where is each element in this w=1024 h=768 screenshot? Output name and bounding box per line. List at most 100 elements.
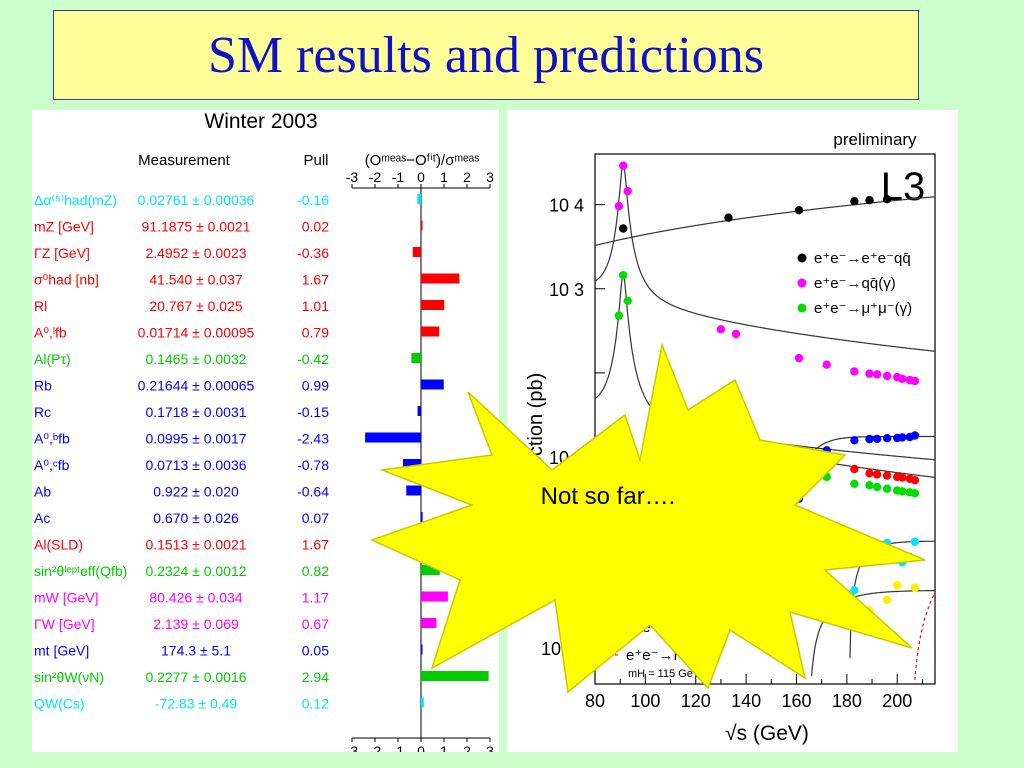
tick-label-top: -1: [392, 169, 405, 185]
data-point: [619, 271, 628, 280]
data-point: [865, 434, 874, 444]
column-header-measurement: Measurement: [138, 152, 231, 169]
data-point: [882, 371, 892, 381]
row-name: mW [GeV]: [34, 590, 99, 606]
row-measurement: 0.670 ± 0.026: [153, 510, 239, 526]
data-point: [910, 489, 920, 498]
pull-rows: Δα⁽⁵⁾had(mZ) 0.02761 ± 0.00036 -0.16 mZ [Ge…: [34, 192, 489, 712]
data-point: [910, 376, 920, 386]
data-point: [623, 296, 632, 305]
data-point: [822, 360, 831, 369]
row-pull-value: 0.79: [302, 325, 329, 341]
pull-bar: [421, 512, 423, 522]
legend-label: e⁺e⁻→qq̄(γ): [814, 275, 896, 292]
data-point: [614, 311, 624, 320]
row-name: A⁰,ˡfb: [34, 325, 67, 341]
pull-bar: [411, 353, 421, 363]
row-pull-value: 0.67: [302, 616, 329, 632]
data-point: [898, 433, 907, 442]
row-pull-value: 1.67: [302, 537, 329, 553]
x-tick-label: 120: [681, 691, 711, 711]
pull-table-chart: Winter 2003 Measurement Pull (Oᵐᵉᵃˢ−Oᶠⁱᵗ…: [34, 110, 494, 752]
pull-table-title: Winter 2003: [204, 110, 317, 133]
row-measurement: 0.922 ± 0.020: [153, 484, 239, 500]
legend-note: mH = 115 GeV: [628, 668, 701, 680]
data-point: [882, 484, 892, 493]
row-measurement: 0.2324 ± 0.0012: [145, 563, 246, 579]
tick-label-top: 1: [440, 169, 448, 185]
row-measurement: 91.1875 ± 0.0021: [142, 219, 251, 235]
row-name: ΓZ [GeV]: [34, 245, 90, 261]
callout-text: Not so far….: [541, 483, 676, 510]
pull-bar: [421, 565, 440, 575]
tick-label-bottom: -3: [346, 743, 359, 752]
row-measurement: 0.1513 ± 0.0021: [145, 537, 246, 553]
row-name: Rl: [34, 298, 47, 314]
tick-label-bottom: 0: [417, 743, 425, 752]
column-header-pull: Pull: [303, 152, 328, 169]
tick-label-top: -3: [346, 169, 359, 185]
row-pull-value: 1.17: [302, 590, 329, 606]
row-name: mt [GeV]: [34, 643, 89, 659]
data-point: [898, 487, 907, 496]
pull-table-panel: Winter 2003 Measurement Pull (Oᵐᵉᵃˢ−Oᶠⁱᵗ…: [32, 110, 499, 752]
pull-bar: [417, 194, 421, 204]
row-pull-value: 0.02: [302, 219, 329, 235]
tick-label-top: 0: [417, 169, 425, 185]
row-pull-value: 0.12: [302, 696, 329, 712]
tick-label-bottom: 1: [440, 743, 448, 752]
plot-frame: [594, 153, 936, 685]
row-name: Ab: [34, 484, 51, 500]
data-point: [882, 195, 892, 204]
data-point: [794, 206, 804, 215]
data-point: [614, 201, 624, 211]
row-pull-value: -0.78: [297, 457, 329, 473]
data-point: [898, 473, 907, 482]
row-name: Al(Pτ): [34, 351, 71, 367]
row-measurement: 0.0995 ± 0.0017: [145, 431, 246, 447]
x-axis-label: √s (GeV): [725, 722, 809, 745]
data-point: [865, 481, 874, 490]
legend-label: e⁺e⁻→μ⁺μ⁻(γ): [814, 300, 912, 317]
tick-label-bottom: 2: [463, 743, 471, 752]
row-name: A⁰,ᵇfb: [34, 431, 70, 447]
row-measurement: 0.01714 ± 0.00095: [138, 325, 255, 341]
row-name: ΓW [GeV]: [34, 616, 95, 632]
row-pull-value: 0.82: [302, 563, 329, 579]
pull-bar: [421, 591, 448, 602]
legend-marker: [797, 253, 807, 263]
pull-bar: [365, 432, 421, 443]
row-measurement: 20.767 ± 0.025: [149, 298, 243, 314]
data-point: [893, 580, 902, 590]
row-name: A⁰,ᶜfb: [34, 457, 70, 473]
legend-label: e⁺e⁻→e⁺e⁻qq̄: [814, 250, 911, 267]
title-box: SM results and predictions: [53, 10, 919, 100]
data-point: [910, 537, 920, 546]
row-name: Rb: [34, 378, 52, 394]
pull-bar: [412, 247, 421, 257]
row-measurement: 0.21644 ± 0.00065: [138, 378, 255, 394]
row-pull-value: 1.01: [302, 298, 329, 314]
row-name: mZ [GeV]: [34, 219, 94, 235]
two-photon-curve: [594, 196, 936, 247]
pull-bar: [421, 273, 460, 284]
row-name: Rc: [34, 404, 51, 420]
data-points: [614, 161, 920, 615]
tick-label-top: 2: [463, 169, 471, 185]
row-pull-value: -0.16: [297, 192, 329, 208]
pull-bar: [403, 459, 421, 469]
data-point: [850, 479, 859, 488]
x-tick-label: 80: [585, 691, 605, 711]
x-tick-label: 200: [882, 691, 912, 711]
data-point: [865, 196, 874, 205]
tick-label-bottom: -2: [369, 743, 382, 752]
row-name: σ⁰had [nb]: [34, 272, 99, 288]
data-point: [623, 186, 632, 196]
pull-bar: [421, 618, 437, 628]
data-point: [882, 471, 892, 480]
data-point: [724, 213, 733, 222]
row-measurement: 2.4952 ± 0.0023: [145, 245, 246, 261]
row-measurement: 0.1718 ± 0.0031: [145, 404, 246, 420]
legend-marker: [797, 278, 807, 288]
x-tick-label: 140: [731, 691, 761, 711]
